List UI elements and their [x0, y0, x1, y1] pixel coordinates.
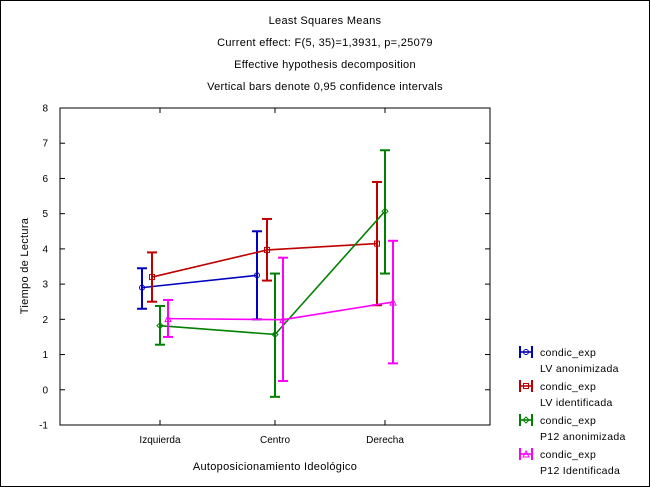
data-point [522, 449, 530, 458]
legend-sublabel: LV identificada [540, 397, 613, 409]
series-line [167, 301, 394, 321]
series-3 [155, 149, 390, 398]
data-point [389, 297, 397, 306]
chart-titles: Least Squares Means Current effect: F(5, … [207, 15, 443, 93]
title-line: Effective hypothesis decomposition [234, 59, 416, 71]
y-tick-label: 6 [42, 174, 48, 185]
legend-item: condic_exp P12 anonimizada [519, 414, 626, 443]
data-point [374, 240, 380, 247]
title-line: Vertical bars denote 0,95 confidence int… [207, 81, 443, 93]
y-tick-label: 7 [42, 139, 48, 150]
series-group [137, 149, 398, 398]
data-point [254, 272, 260, 279]
y-axis: -1 0 1 2 3 4 5 6 7 8 [39, 104, 490, 432]
title-line: Current effect: F(5, 35)=1,3931, p=,2507… [217, 37, 433, 49]
x-axis-label: Autoposicionamiento Ideológico [193, 461, 357, 473]
y-tick-label: 1 [42, 350, 48, 361]
data-point [381, 207, 389, 215]
series-line [141, 274, 258, 289]
legend-label: condic_exp [540, 449, 596, 461]
legend-sublabel: LV anonimizada [540, 363, 619, 375]
data-point [264, 246, 270, 253]
y-tick-label: 0 [42, 385, 48, 396]
legend-label: condic_exp [540, 381, 596, 393]
legend-sublabel: P12 anonimizada [540, 431, 626, 443]
legend-label: condic_exp [540, 415, 596, 427]
x-tick-label: Centro [260, 435, 290, 446]
title-line: Least Squares Means [269, 15, 382, 27]
y-tick-label: 3 [42, 280, 48, 291]
legend-item: condic_exp LV identificada [519, 380, 613, 409]
data-point [522, 416, 530, 424]
data-point [523, 383, 529, 389]
legend-item: condic_exp P12 Identificada [519, 448, 620, 477]
legend-sublabel: P12 Identificada [540, 465, 620, 477]
data-point [139, 284, 145, 291]
legend-item: condic_exp LV anonimizada [519, 346, 619, 375]
data-point [164, 314, 172, 323]
x-tick-label: Derecha [366, 435, 404, 446]
x-tick-label: Izquierda [139, 435, 181, 446]
series-2 [147, 180, 382, 307]
y-tick-label: 5 [42, 209, 48, 220]
data-point [279, 315, 287, 324]
data-point [271, 330, 279, 339]
data-point [149, 274, 155, 281]
x-axis: Izquierda Centro Derecha [139, 108, 404, 446]
y-tick-label: 8 [42, 104, 48, 115]
legend: condic_exp LV anonimizada condic_exp LV ide… [519, 346, 626, 477]
data-point [156, 321, 164, 330]
y-tick-label: 2 [42, 315, 48, 326]
data-point [523, 349, 529, 355]
legend-label: condic_exp [540, 347, 596, 359]
series-4 [163, 239, 398, 382]
y-tick-label: 4 [42, 244, 48, 255]
y-axis-label: Tiempo de Lectura [19, 217, 31, 314]
y-tick-label: -1 [39, 421, 48, 432]
